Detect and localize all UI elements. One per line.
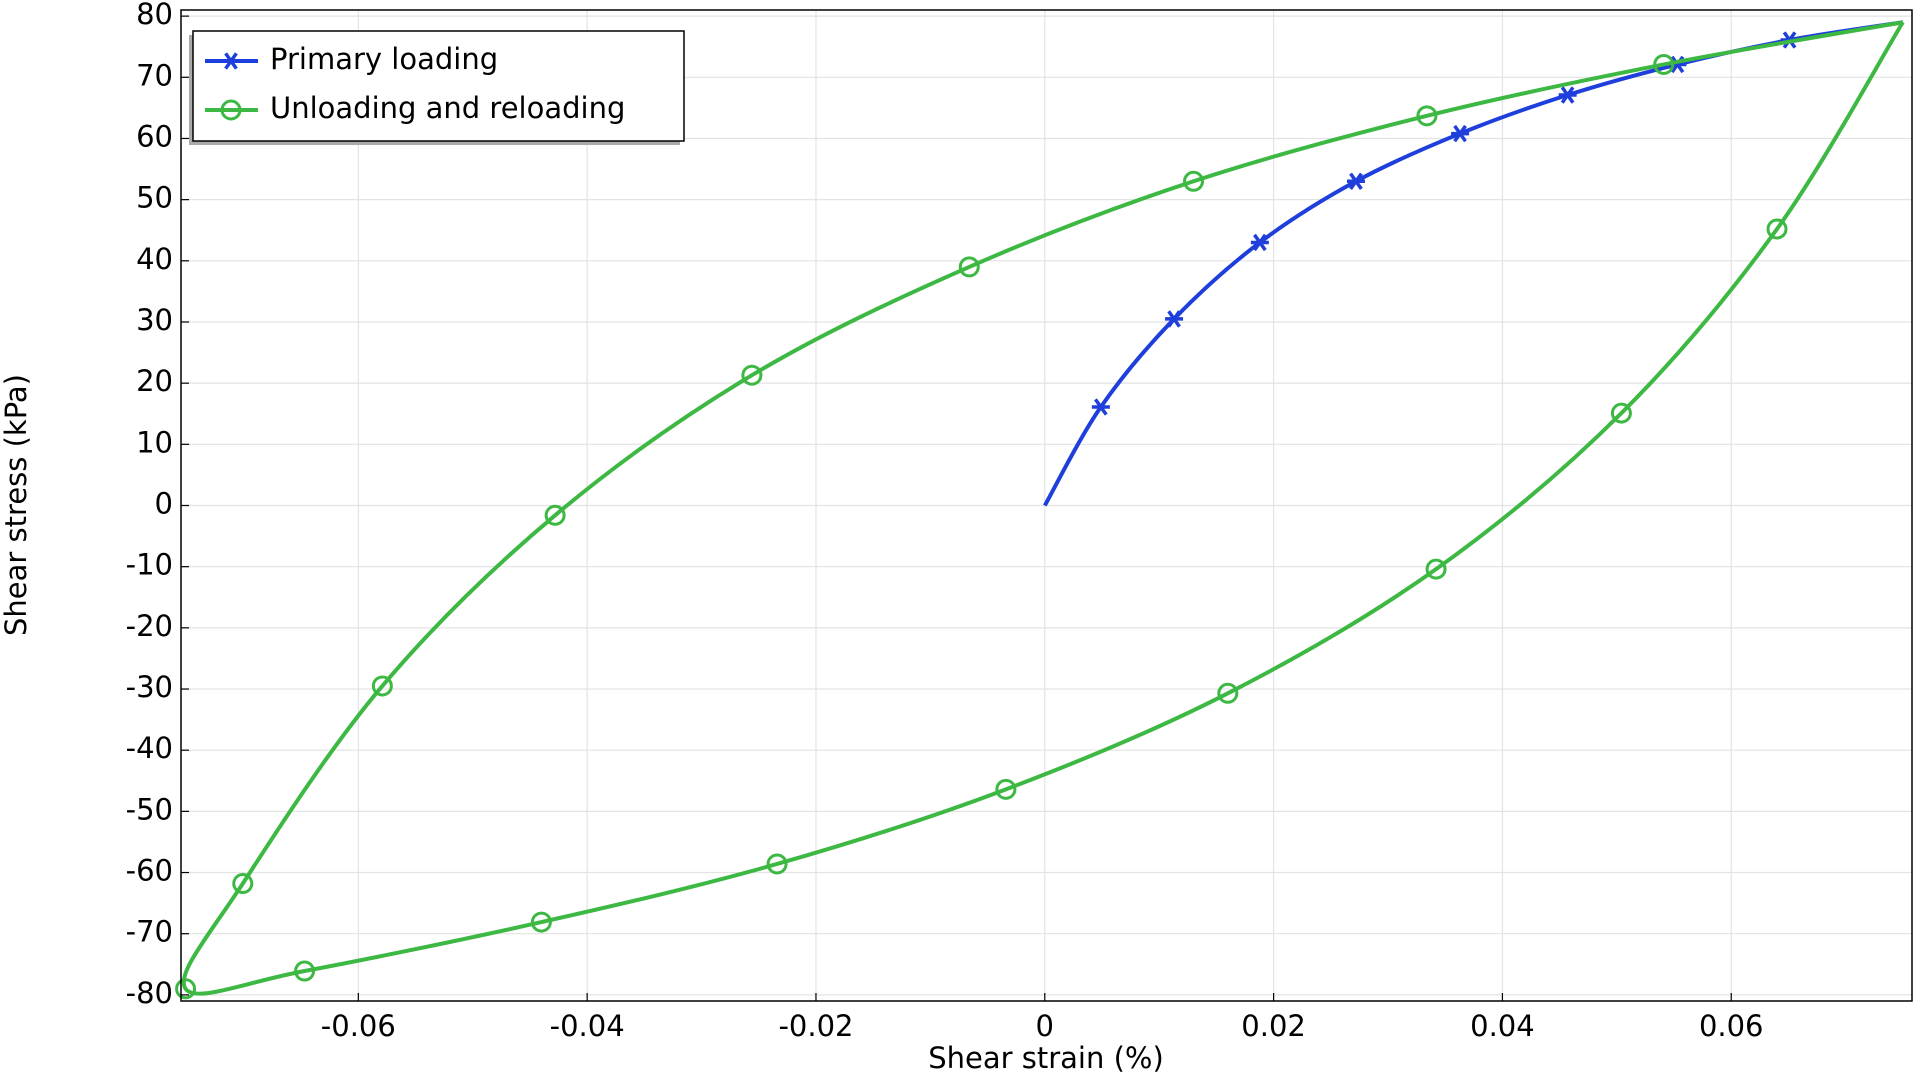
series-line — [181, 20, 1905, 996]
marker — [1346, 172, 1365, 190]
marker — [175, 978, 197, 1000]
marker — [530, 911, 552, 933]
marker — [371, 675, 393, 697]
marker — [1091, 398, 1110, 416]
x-tick-label: -0.06 — [321, 1009, 396, 1043]
marker — [1250, 233, 1269, 252]
x-tick-label: 0.02 — [1241, 1009, 1306, 1043]
y-tick-label: 50 — [136, 181, 173, 215]
x-tick-label: -0.04 — [550, 1009, 625, 1043]
x-tick-label: -0.02 — [778, 1009, 853, 1043]
marker — [1165, 310, 1184, 328]
marker — [544, 504, 566, 526]
marker — [1558, 86, 1577, 104]
y-tick-label: -10 — [126, 548, 173, 582]
y-tick-label: 80 — [136, 0, 173, 31]
marker — [1416, 105, 1438, 127]
legend-label: Unloading and reloading — [270, 91, 625, 125]
y-tick-label: -40 — [126, 731, 173, 765]
marker — [294, 960, 316, 982]
marker — [995, 778, 1017, 800]
legend: Primary loading Unloading and reloading — [189, 30, 685, 145]
marker — [1183, 170, 1205, 192]
y-tick-label: 30 — [136, 303, 173, 337]
legend-box — [192, 30, 685, 142]
y-tick-label: 40 — [136, 242, 173, 276]
marker — [1653, 53, 1675, 75]
ticks: -0.06 -0.04 -0.02 0 0.02 0.04 0.06 -80 -70 -60 -50… — [126, 0, 1764, 1043]
y-tick-label: -20 — [126, 609, 173, 643]
marker — [232, 873, 254, 895]
y-tick-label: -30 — [126, 670, 173, 704]
marker — [741, 364, 763, 386]
y-tick-label: -80 — [126, 976, 173, 1010]
legend-marker — [222, 52, 240, 70]
y-tick-label: 10 — [136, 425, 173, 459]
grid — [181, 10, 1912, 1001]
y-tick-label: 70 — [136, 58, 173, 92]
y-tick-label: 60 — [136, 119, 173, 153]
legend-marker — [220, 99, 242, 121]
marker — [766, 853, 788, 875]
y-tick-label: -70 — [126, 915, 173, 949]
marker — [958, 256, 980, 278]
marker — [1425, 558, 1447, 580]
y-tick-label: -60 — [126, 854, 173, 888]
legend-label: Primary loading — [270, 42, 498, 76]
x-tick-label: 0 — [1036, 1009, 1054, 1043]
y-axis-label: Shear stress (kPa) — [0, 374, 33, 636]
y-tick-label: -50 — [126, 792, 173, 826]
x-tick-label: 0.06 — [1699, 1009, 1764, 1043]
y-tick-label: 0 — [155, 487, 173, 521]
marker — [1451, 124, 1470, 143]
marker — [1766, 218, 1788, 240]
x-axis-label: Shear strain (%) — [928, 1041, 1164, 1075]
lines — [175, 20, 1905, 1000]
x-tick-label: 0.04 — [1470, 1009, 1535, 1043]
y-tick-label: 20 — [136, 364, 173, 398]
marker — [1217, 682, 1239, 704]
marker — [1610, 402, 1632, 424]
